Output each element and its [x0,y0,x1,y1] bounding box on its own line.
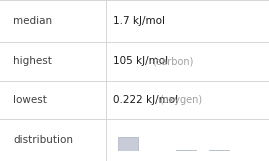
Text: (oxygen): (oxygen) [159,95,202,105]
Bar [209,150,229,151]
Text: 0.222 kJ/mol: 0.222 kJ/mol [113,95,178,105]
Bar [118,137,139,151]
Text: 105 kJ/mol: 105 kJ/mol [113,56,168,66]
Text: distribution: distribution [13,135,73,145]
Text: (carbon): (carbon) [152,56,193,66]
Text: lowest: lowest [13,95,47,105]
Text: median: median [13,16,52,26]
Text: 1.7 kJ/mol: 1.7 kJ/mol [113,16,165,26]
Text: highest: highest [13,56,52,66]
Bar [176,150,196,151]
